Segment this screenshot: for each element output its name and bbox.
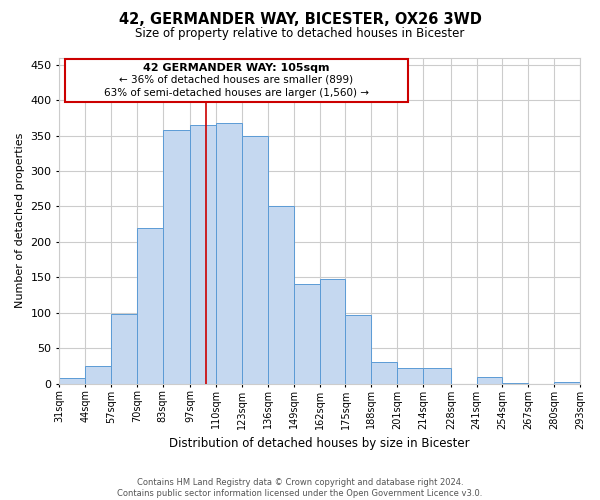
Bar	[371, 362, 397, 384]
Bar	[268, 206, 294, 384]
FancyBboxPatch shape	[65, 59, 408, 102]
Bar	[137, 228, 163, 384]
Bar	[346, 315, 371, 384]
Bar	[502, 383, 529, 384]
Bar	[320, 279, 346, 384]
Bar	[423, 368, 451, 384]
Bar	[217, 122, 242, 384]
Bar	[294, 284, 320, 384]
Text: 42, GERMANDER WAY, BICESTER, OX26 3WD: 42, GERMANDER WAY, BICESTER, OX26 3WD	[119, 12, 481, 28]
Bar	[163, 130, 190, 384]
Bar	[190, 125, 217, 384]
Bar	[85, 366, 111, 384]
Bar	[476, 376, 502, 384]
Bar	[397, 368, 423, 384]
Bar	[59, 378, 85, 384]
Text: ← 36% of detached houses are smaller (899): ← 36% of detached houses are smaller (89…	[119, 74, 353, 85]
Y-axis label: Number of detached properties: Number of detached properties	[15, 133, 25, 308]
Text: 63% of semi-detached houses are larger (1,560) →: 63% of semi-detached houses are larger (…	[104, 88, 369, 98]
Text: Contains HM Land Registry data © Crown copyright and database right 2024.
Contai: Contains HM Land Registry data © Crown c…	[118, 478, 482, 498]
X-axis label: Distribution of detached houses by size in Bicester: Distribution of detached houses by size …	[169, 437, 470, 450]
Text: Size of property relative to detached houses in Bicester: Size of property relative to detached ho…	[136, 28, 464, 40]
Bar	[111, 314, 137, 384]
Text: 42 GERMANDER WAY: 105sqm: 42 GERMANDER WAY: 105sqm	[143, 62, 329, 72]
Bar	[242, 136, 268, 384]
Bar	[554, 382, 580, 384]
